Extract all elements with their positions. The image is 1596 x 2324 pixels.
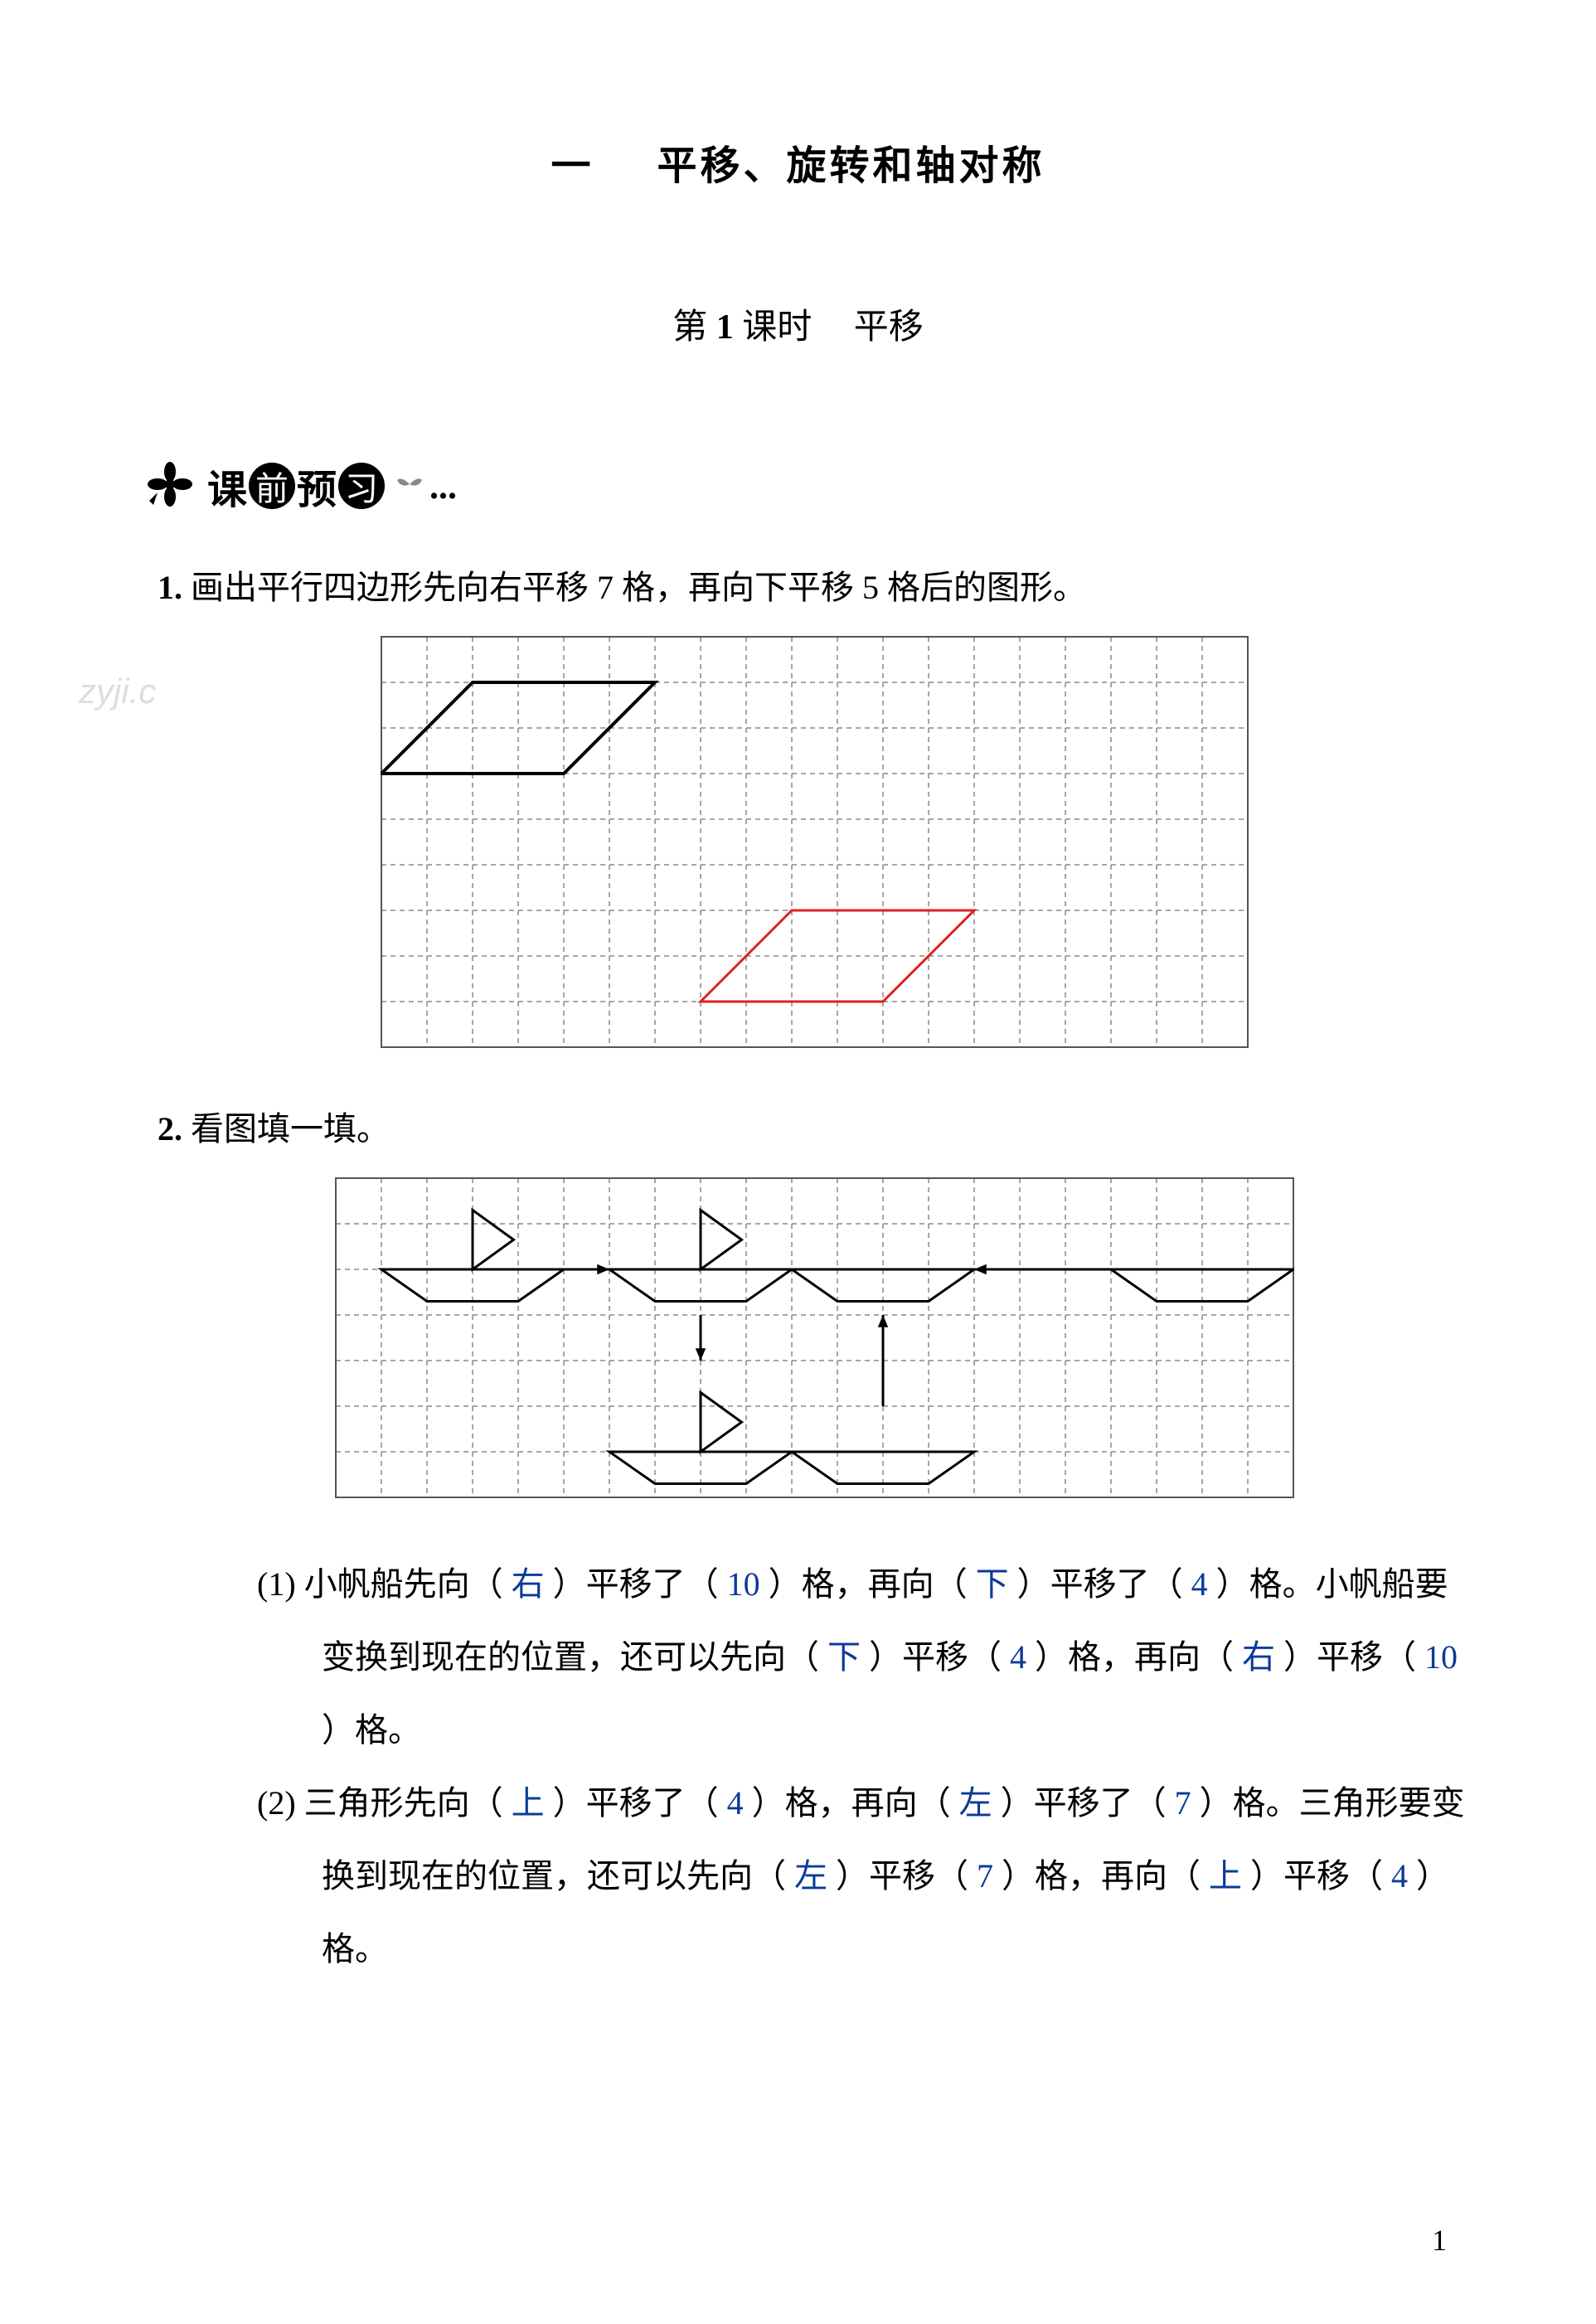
section-text-2: 预 (297, 457, 337, 515)
question-1: 1. 画出平行四边形先向右平移 7 格，再向下平移 5 格后的图形。 (158, 556, 1472, 1048)
grid2-diagram (335, 1177, 1294, 1498)
lesson-number: 1 (716, 308, 734, 347)
grid1-container (158, 636, 1472, 1048)
section-circle-2: 习 (338, 463, 385, 509)
watermark: zyji.c (79, 672, 156, 711)
flower-icon (141, 459, 199, 513)
dots-icon: ... (429, 465, 457, 507)
lesson-prefix: 第 (672, 308, 707, 347)
question-2: 2. 看图填一填。 (1) 小帆船先向（ 右 ）平移了（ 10 ）格，再向（ 下… (158, 1098, 1472, 1986)
section-text-1: 课 (207, 457, 247, 515)
chapter-name: 平移、旋转和轴对称 (657, 144, 1045, 188)
grid2-container (158, 1177, 1472, 1498)
chapter-number: 一 (551, 144, 594, 188)
page-number: 1 (1432, 2223, 1447, 2258)
q1-text: 1. 画出平行四边形先向右平移 7 格，再向下平移 5 格后的图形。 (158, 556, 1472, 619)
sub-question-2: (2) 三角形先向（ 上 ）平移了（ 4 ）格，再向（ 左 ）平移了（ 7 ）格… (257, 1767, 1472, 1986)
sub-question-1: (1) 小帆船先向（ 右 ）平移了（ 10 ）格，再向（ 下 ）平移了（ 4 ）… (257, 1548, 1472, 1767)
lesson-title: 第 1 课时 平移 (124, 298, 1472, 349)
q2-number: 2. (158, 1110, 182, 1147)
q1-body: 画出平行四边形先向右平移 7 格，再向下平移 5 格后的图形。 (191, 569, 1086, 606)
section-circle-1: 前 (249, 463, 295, 509)
grid1-diagram (381, 636, 1249, 1048)
q2-text: 2. 看图填一填。 (158, 1098, 1472, 1161)
lesson-name: 平移 (854, 308, 924, 347)
q2-body: 看图填一填。 (191, 1110, 390, 1147)
lesson-unit: 课时 (742, 308, 812, 347)
q1-number: 1. (158, 569, 182, 606)
section-header: 课 前 预 习 ... (141, 457, 1472, 515)
butterfly-icon (393, 472, 426, 501)
chapter-title: 一 平移、旋转和轴对称 (124, 133, 1472, 191)
